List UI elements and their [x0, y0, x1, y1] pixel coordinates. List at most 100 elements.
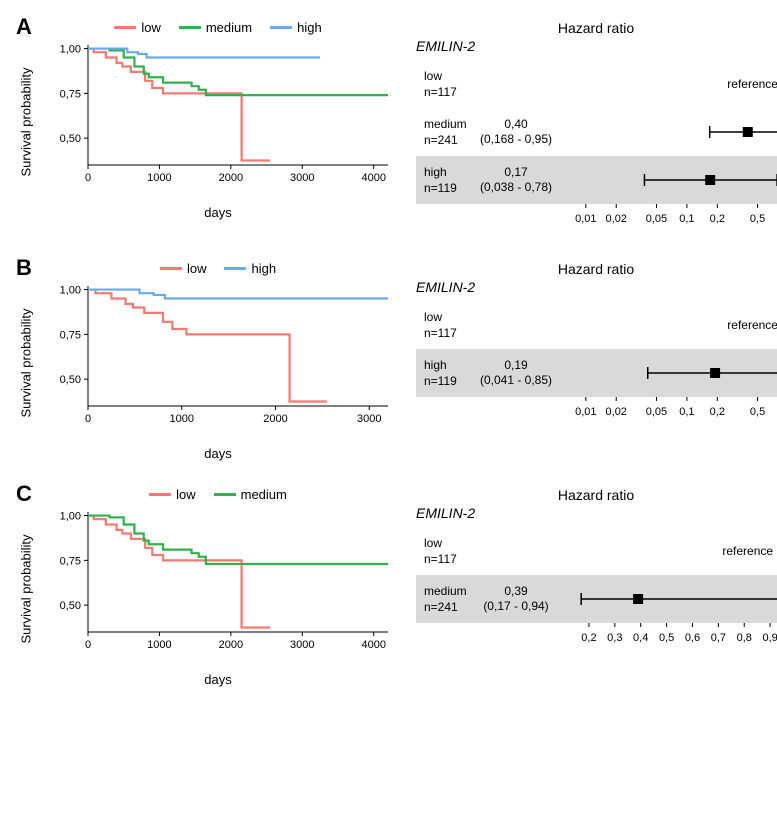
legend-item-high: high	[270, 20, 322, 35]
svg-text:low: low	[424, 69, 442, 83]
forest-plot: Hazard ratio EMILIN-2 low n=117 reference m…	[416, 20, 776, 235]
legend-label: high	[297, 20, 322, 35]
legend-swatch	[224, 267, 246, 270]
svg-text:0,6: 0,6	[685, 632, 700, 644]
legend-item-low: low	[114, 20, 161, 35]
legend-swatch	[214, 493, 236, 496]
svg-text:n=117: n=117	[424, 85, 457, 99]
forest-subtitle: EMILIN-2	[416, 279, 776, 295]
svg-text:4000: 4000	[361, 639, 385, 651]
svg-text:n=119: n=119	[424, 181, 457, 195]
legend-label: medium	[241, 487, 287, 502]
forest-plot: Hazard ratio EMILIN-2 lown=117referencem…	[416, 487, 776, 654]
svg-text:0,50: 0,50	[60, 600, 81, 612]
svg-text:0,1: 0,1	[679, 406, 694, 418]
svg-text:1,00: 1,00	[60, 511, 81, 523]
svg-text:0,7: 0,7	[711, 632, 726, 644]
svg-text:0,02: 0,02	[606, 213, 627, 225]
legend-label: low	[141, 20, 161, 35]
legend-item-low: low	[149, 487, 196, 502]
svg-text:0,01: 0,01	[575, 213, 596, 225]
legend-item-medium: medium	[214, 487, 287, 502]
svg-text:2000: 2000	[219, 172, 243, 184]
svg-text:0,2: 0,2	[581, 632, 596, 644]
svg-text:3000: 3000	[290, 172, 314, 184]
km-plot: low high Survival probability0,500,751,000…	[38, 261, 398, 461]
forest-title: Hazard ratio	[416, 20, 776, 36]
svg-text:0,17: 0,17	[504, 165, 528, 179]
km-legend: low medium high	[38, 20, 398, 35]
svg-text:0,2: 0,2	[710, 406, 725, 418]
svg-text:high: high	[424, 358, 447, 372]
svg-text:1000: 1000	[147, 172, 171, 184]
svg-text:n=117: n=117	[424, 552, 457, 566]
svg-text:0,19: 0,19	[504, 358, 528, 372]
svg-text:0,05: 0,05	[646, 406, 667, 418]
svg-text:(0,17 - 0,94): (0,17 - 0,94)	[483, 599, 548, 613]
legend-label: low	[176, 487, 196, 502]
svg-text:0,9: 0,9	[762, 632, 777, 644]
svg-text:0,2: 0,2	[710, 213, 725, 225]
forest-plot-area: lown=117referencehighn=1190,19(0,041 - 0…	[416, 297, 776, 428]
svg-text:reference: reference	[727, 77, 777, 91]
svg-text:0,4: 0,4	[633, 632, 648, 644]
panel-B: BlowhighSurvival probability0,500,751,00…	[20, 261, 777, 461]
svg-text:0: 0	[85, 639, 91, 651]
svg-text:(0,038 - 0,78): (0,038 - 0,78)	[480, 180, 552, 194]
y-axis-label: Survival probability	[19, 308, 34, 417]
km-legend: low high	[38, 261, 398, 276]
svg-text:(0,168 - 0,95): (0,168 - 0,95)	[480, 132, 552, 146]
svg-text:3000: 3000	[357, 413, 381, 425]
km-chart-area: Survival probability0,500,751,0001000200…	[38, 278, 398, 448]
forest-subtitle: EMILIN-2	[416, 38, 776, 54]
legend-swatch	[114, 26, 136, 29]
svg-text:0,05: 0,05	[646, 213, 667, 225]
km-plot: lowmediumhighSurvival probability0,500,7…	[38, 20, 398, 220]
svg-text:0,39: 0,39	[504, 584, 528, 598]
svg-text:reference: reference	[727, 318, 777, 332]
panel-label: C	[16, 481, 32, 507]
svg-text:0,8: 0,8	[737, 632, 752, 644]
y-axis-label: Survival probability	[19, 67, 34, 176]
svg-text:0,50: 0,50	[60, 374, 81, 386]
forest-subtitle: EMILIN-2	[416, 505, 776, 521]
svg-text:medium: medium	[424, 117, 467, 131]
svg-text:4000: 4000	[361, 172, 385, 184]
km-legend: low medium	[38, 487, 398, 502]
svg-text:0,40: 0,40	[504, 117, 528, 131]
panel-label: A	[16, 14, 32, 40]
svg-text:0,3: 0,3	[607, 632, 622, 644]
panel-C: ClowmediumSurvival probability0,500,751,…	[20, 487, 777, 687]
legend-swatch	[270, 26, 292, 29]
x-axis-label: days	[38, 205, 398, 220]
svg-text:(0,041 - 0,85): (0,041 - 0,85)	[480, 373, 552, 387]
figure: AlowmediumhighSurvival probability0,500,…	[20, 20, 777, 687]
svg-text:1,00: 1,00	[60, 285, 81, 297]
svg-text:reference: reference	[722, 544, 773, 558]
panel-A: AlowmediumhighSurvival probability0,500,…	[20, 20, 777, 235]
forest-plot: Hazard ratio EMILIN-2 lown=117referenceh…	[416, 261, 776, 428]
svg-text:0,50: 0,50	[60, 133, 81, 145]
legend-item-high: high	[224, 261, 276, 276]
legend-item-medium: medium	[179, 20, 252, 35]
legend-swatch	[149, 493, 171, 496]
svg-text:0,75: 0,75	[60, 555, 81, 567]
forest-title: Hazard ratio	[416, 261, 776, 277]
svg-text:n=117: n=117	[424, 326, 457, 340]
svg-text:1000: 1000	[170, 413, 194, 425]
svg-text:low: low	[424, 536, 442, 550]
svg-text:0,5: 0,5	[750, 213, 765, 225]
svg-text:1000: 1000	[147, 639, 171, 651]
legend-item-low: low	[160, 261, 207, 276]
svg-text:0,5: 0,5	[659, 632, 674, 644]
legend-label: high	[251, 261, 276, 276]
legend-swatch	[179, 26, 201, 29]
svg-text:0,01: 0,01	[575, 406, 596, 418]
svg-text:medium: medium	[424, 584, 467, 598]
svg-text:0,02: 0,02	[606, 406, 627, 418]
svg-text:0,75: 0,75	[60, 88, 81, 100]
svg-text:high: high	[424, 165, 447, 179]
svg-text:1,00: 1,00	[60, 44, 81, 56]
svg-text:2000: 2000	[219, 639, 243, 651]
svg-text:n=241: n=241	[424, 600, 458, 614]
